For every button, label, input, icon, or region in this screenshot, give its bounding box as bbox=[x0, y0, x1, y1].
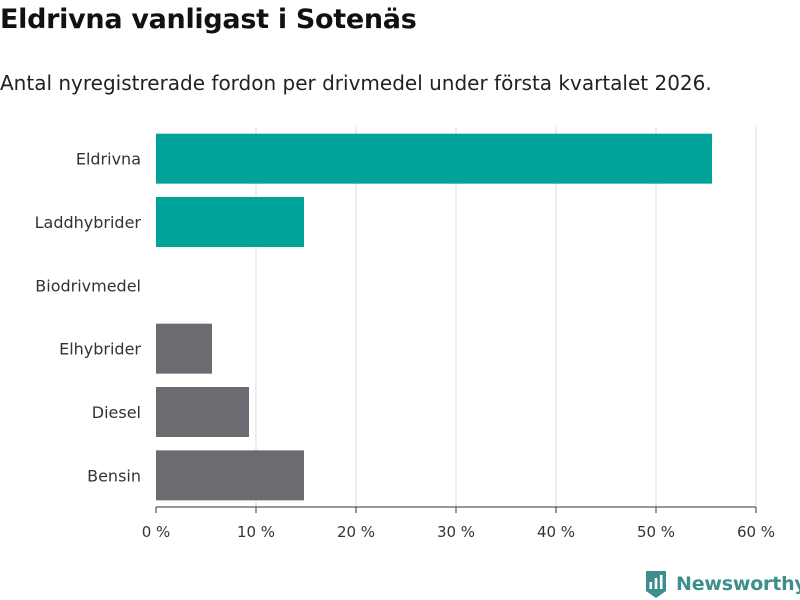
bar-bensin bbox=[156, 450, 304, 501]
x-axis: 0 % 10 % 20 % 30 % 40 % 50 % 60 % bbox=[142, 506, 775, 541]
category-labels: Eldrivna Laddhybrider Biodrivmedel Elhybrid… bbox=[35, 150, 142, 486]
chart-subtitle: Antal nyregistrerade fordon per drivmede… bbox=[0, 71, 712, 95]
bar-eldrivna bbox=[156, 133, 712, 184]
category-label: Eldrivna bbox=[76, 150, 141, 169]
x-tick-label: 50 % bbox=[637, 523, 675, 541]
brand-footer[interactable]: Newsworthy bbox=[644, 568, 800, 600]
x-tick-label: 0 % bbox=[142, 523, 171, 541]
x-tick-label: 20 % bbox=[337, 523, 375, 541]
x-tick-label: 10 % bbox=[237, 523, 275, 541]
brand-name: Newsworthy bbox=[676, 573, 800, 595]
category-label: Laddhybrider bbox=[35, 213, 142, 232]
category-label: Elhybrider bbox=[59, 340, 141, 359]
bar-elhybrider bbox=[156, 323, 212, 374]
x-tick-label: 40 % bbox=[537, 523, 575, 541]
chart-title: Eldrivna vanligast i Sotenäs bbox=[0, 4, 417, 35]
category-label: Biodrivmedel bbox=[35, 276, 141, 295]
gridlines bbox=[255, 127, 757, 507]
category-label: Diesel bbox=[92, 403, 141, 422]
bar-laddhybrider bbox=[156, 197, 304, 247]
x-tick-label: 60 % bbox=[737, 523, 775, 541]
bar-diesel bbox=[156, 387, 249, 437]
category-label: Bensin bbox=[87, 466, 141, 485]
bars bbox=[156, 133, 712, 501]
newsworthy-logo-icon bbox=[646, 571, 666, 598]
x-tick-label: 30 % bbox=[437, 523, 475, 541]
